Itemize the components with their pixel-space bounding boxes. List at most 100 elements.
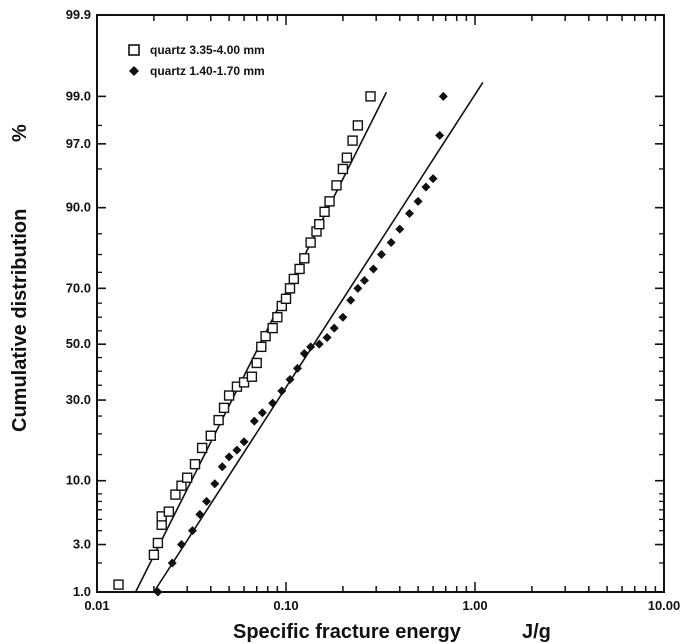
y-axis-unit: % [9, 124, 31, 142]
point-series-1 [256, 341, 267, 353]
point-series-1 [181, 472, 193, 483]
point-series-1 [238, 377, 250, 388]
point-series-2 [413, 196, 423, 206]
point-series-1 [341, 152, 353, 163]
point-series-1 [113, 579, 124, 590]
point-series-1 [365, 91, 376, 102]
legend-marker-filled-diamond [129, 66, 139, 76]
point-series-2 [257, 408, 267, 418]
point-series-2 [353, 283, 363, 293]
point-series-1 [246, 371, 258, 382]
point-series-2 [195, 509, 205, 519]
point-series-1 [337, 163, 349, 175]
point-series-2 [404, 209, 414, 219]
point-series-1 [280, 293, 292, 304]
point-series-2 [285, 375, 295, 385]
point-series-2 [314, 339, 324, 349]
point-series-2 [268, 398, 278, 408]
point-series-1 [314, 218, 325, 230]
point-series-1 [176, 480, 187, 491]
point-series-2 [359, 276, 369, 286]
point-series-1 [156, 519, 167, 530]
point-series-1 [251, 357, 262, 369]
data-points [113, 91, 448, 597]
point-series-2 [177, 540, 187, 550]
point-series-1 [305, 237, 316, 248]
y-tick-label: 70.0 [66, 280, 91, 295]
plot-frame [96, 14, 665, 593]
legend-label-series-1: quartz 3.35-4.00 mm [150, 43, 265, 57]
point-series-2 [435, 130, 445, 140]
point-series-1 [347, 135, 358, 146]
fit-lines [134, 81, 484, 593]
fit-line-series-2 [153, 81, 484, 593]
y-tick-label: 99.9 [66, 7, 91, 22]
point-series-2 [239, 437, 249, 447]
point-series-2 [428, 174, 438, 184]
y-tick-label: 97.0 [66, 136, 91, 151]
point-series-2 [249, 416, 259, 426]
point-series-1 [223, 390, 235, 401]
x-tick-label: 1.00 [462, 598, 487, 613]
point-series-2 [217, 462, 227, 472]
point-series-1 [331, 180, 342, 191]
point-series-2 [338, 312, 348, 322]
point-series-2 [210, 479, 220, 489]
point-series-1 [272, 311, 283, 323]
legend: quartz 3.35-4.00 mm quartz 1.40-1.70 mm [128, 43, 265, 78]
point-series-1 [260, 330, 271, 342]
point-series-2 [368, 264, 378, 274]
y-tick-label: 1.0 [73, 584, 91, 599]
x-tick-label: 10.00 [648, 598, 681, 613]
y-axis-title: Cumulative distribution [9, 209, 31, 432]
y-axis-ticks: 1.0 3.0 10.0 30.0 50.0 70.0 90.0 97.0 99.0 99.9 [66, 7, 664, 599]
y-tick-label: 30.0 [66, 392, 91, 407]
y-tick-label: 3.0 [73, 537, 91, 552]
point-series-1 [152, 537, 164, 549]
x-axis-ticks: 0.01 0.10 1.00 10.00 [84, 15, 680, 613]
point-series-1 [324, 196, 335, 207]
point-series-1 [205, 430, 216, 441]
point-series-2 [329, 323, 339, 333]
point-series-2 [386, 238, 396, 248]
point-series-1 [319, 206, 330, 218]
point-series-2 [277, 386, 287, 396]
point-series-2 [322, 333, 332, 343]
point-series-1 [148, 549, 160, 561]
x-tick-label: 0.10 [273, 598, 298, 613]
point-series-1 [294, 263, 305, 275]
y-tick-label: 10.0 [66, 473, 91, 488]
point-series-1 [352, 120, 364, 131]
x-axis-unit: J/g [522, 621, 551, 643]
x-tick-label: 0.01 [84, 598, 109, 613]
point-series-2 [232, 445, 242, 455]
point-series-2 [167, 558, 177, 568]
point-series-2 [376, 250, 386, 260]
point-series-2 [299, 349, 309, 359]
y-tick-label: 50.0 [66, 336, 91, 351]
point-series-2 [187, 526, 197, 536]
point-series-1 [267, 322, 278, 334]
point-series-2 [438, 91, 448, 101]
point-series-2 [306, 342, 316, 352]
point-series-1 [170, 489, 181, 500]
legend-label-series-2: quartz 1.40-1.70 mm [150, 64, 265, 78]
point-series-2 [292, 363, 302, 373]
y-tick-label: 99.0 [66, 88, 91, 103]
point-series-1 [284, 283, 296, 294]
point-series-1 [213, 414, 224, 426]
point-series-2 [395, 224, 405, 234]
point-series-2 [153, 587, 163, 597]
point-series-2 [421, 182, 431, 192]
y-tick-label: 90.0 [66, 200, 91, 215]
point-series-2 [202, 496, 212, 506]
point-series-1 [163, 506, 175, 517]
legend-marker-open-square [128, 44, 140, 56]
point-series-2 [224, 452, 234, 462]
point-series-1 [189, 458, 201, 470]
point-series-1 [196, 442, 208, 454]
point-series-1 [218, 402, 230, 414]
x-axis-title: Specific fracture energy [233, 621, 462, 643]
point-series-1 [299, 253, 310, 264]
point-series-2 [346, 295, 356, 305]
